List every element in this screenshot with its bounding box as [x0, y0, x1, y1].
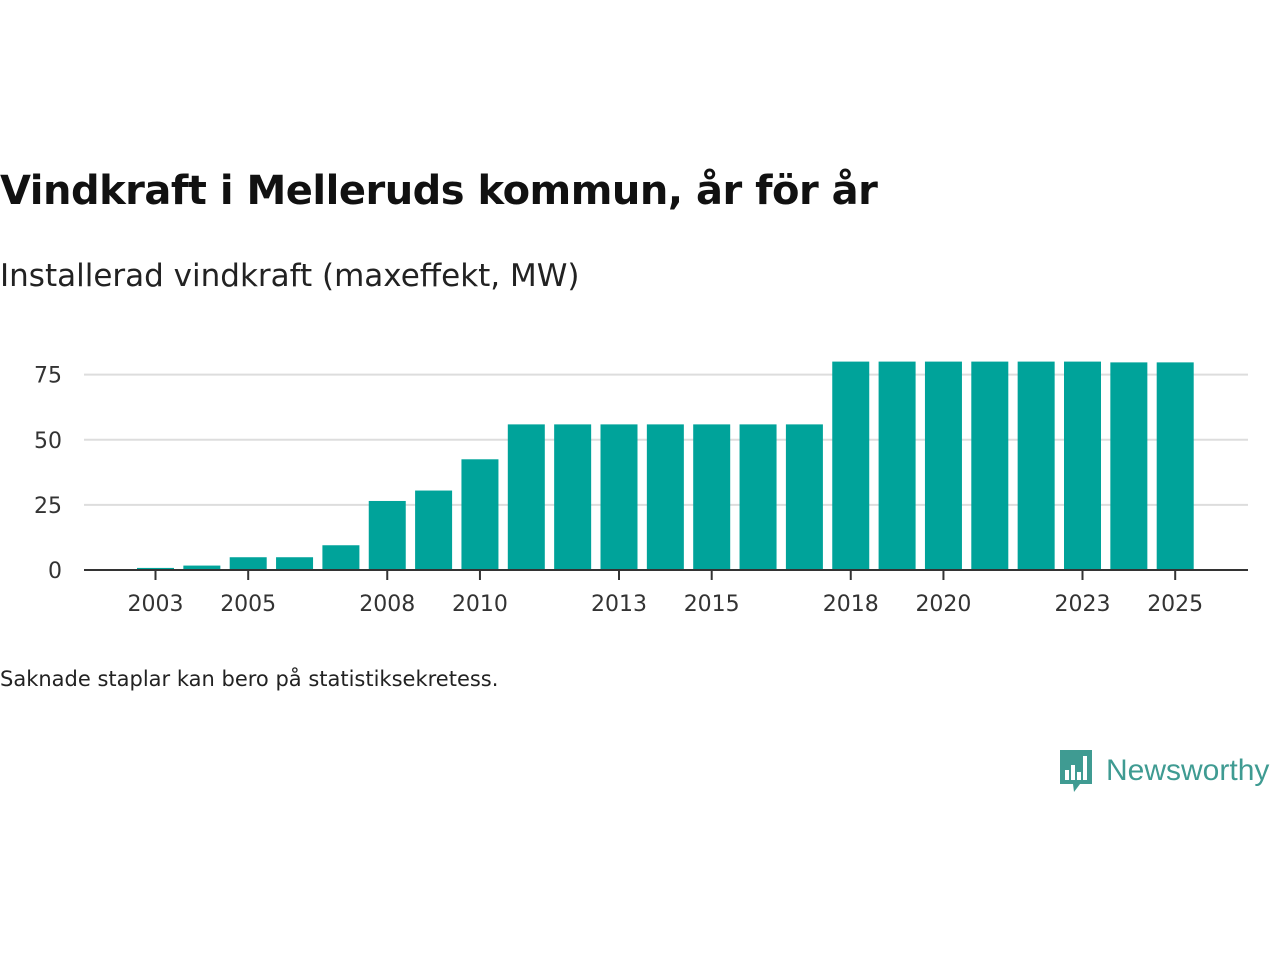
chart-subtitle: Installerad vindkraft (maxeffekt, MW) [0, 258, 580, 294]
x-tick-label: 2008 [359, 592, 415, 617]
bar-2005[interactable] [229, 557, 267, 570]
bar-2023[interactable] [1064, 361, 1101, 570]
bar-2012[interactable] [554, 424, 592, 570]
x-tick-label: 2013 [591, 592, 647, 617]
bar-2016[interactable] [739, 424, 777, 570]
x-tick-label: 2018 [823, 592, 879, 617]
bar-2007[interactable] [322, 545, 360, 570]
bar-2020[interactable] [924, 361, 962, 570]
y-tick-label: 25 [34, 494, 62, 519]
x-axis: 2003 2005 2008 2010 2013 2015 2018 2020 2023 2025 [128, 570, 1203, 617]
bar-2022[interactable] [1017, 361, 1055, 570]
y-tick-label: 75 [34, 364, 62, 389]
newsworthy-logo[interactable]: Newsworthy [1058, 748, 1269, 794]
y-axis: 0 25 50 75 [34, 364, 62, 584]
bar-2009[interactable] [415, 490, 453, 570]
bar-2024[interactable] [1110, 362, 1148, 570]
x-tick-label: 2025 [1147, 592, 1203, 617]
bar-chart: 0 25 50 75 2003 2005 2008 2010 2013 2015 2018 2020… [34, 361, 1248, 617]
x-tick-label: 2003 [128, 592, 184, 617]
bar-2021[interactable] [971, 361, 1009, 570]
x-tick-label: 2023 [1055, 592, 1111, 617]
x-tick-label: 2010 [452, 592, 508, 617]
bar-2025[interactable] [1156, 362, 1194, 570]
x-tick-label: 2020 [915, 592, 971, 617]
newsworthy-logo-text: Newsworthy [1106, 754, 1270, 787]
y-tick-label: 0 [48, 559, 62, 584]
x-tick-label: 2015 [684, 592, 740, 617]
bar-2015[interactable] [693, 424, 731, 570]
bar-2010[interactable] [461, 459, 499, 570]
newsworthy-logo-icon [1060, 750, 1092, 792]
bar-2013[interactable] [600, 424, 638, 570]
bar-2018[interactable] [832, 361, 870, 570]
bar-2006[interactable] [276, 557, 314, 570]
bar-2003[interactable] [137, 567, 174, 570]
bar-2017[interactable] [785, 424, 823, 570]
bars [137, 361, 1194, 570]
x-tick-label: 2005 [220, 592, 276, 617]
bar-2014[interactable] [646, 424, 684, 570]
chart-note: Saknade staplar kan bero på statistiksek… [0, 667, 499, 691]
y-tick-label: 50 [34, 429, 62, 454]
bar-2011[interactable] [507, 424, 545, 570]
chart-title: Vindkraft i Melleruds kommun, år för år [0, 168, 878, 214]
bar-2019[interactable] [878, 361, 916, 570]
bar-2008[interactable] [368, 500, 406, 570]
bar-2004[interactable] [183, 565, 221, 570]
